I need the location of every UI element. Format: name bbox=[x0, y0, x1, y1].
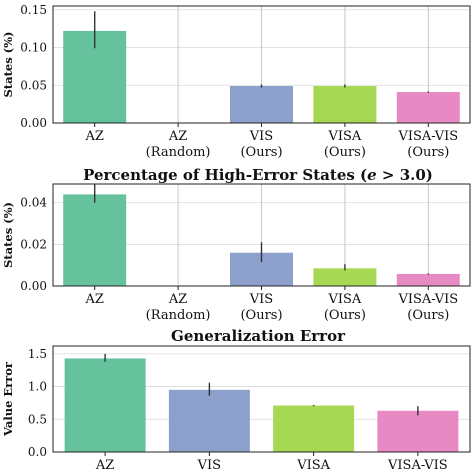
y-tick-label: 0.15 bbox=[20, 3, 47, 17]
bar-az bbox=[64, 358, 146, 452]
bar-visa-vis bbox=[396, 273, 460, 286]
y-tick-label: 0.05 bbox=[20, 78, 47, 92]
y-tick-label: 1.0 bbox=[28, 380, 47, 394]
x-tick-label: AZ bbox=[95, 458, 114, 473]
bar-az bbox=[63, 194, 127, 286]
axes-frame bbox=[52, 183, 471, 287]
y-axis-label: States (%) bbox=[1, 32, 15, 98]
x-tick-label: VISA bbox=[327, 292, 361, 307]
x-tick-label: (Ours) bbox=[240, 308, 282, 323]
x-tick-label: VISA-VIS bbox=[397, 292, 458, 307]
bar-vis bbox=[230, 86, 293, 123]
x-tick-label: VISA-VIS bbox=[387, 458, 448, 473]
y-tick-label: 0.02 bbox=[20, 237, 47, 251]
y-tick-label: 0.5 bbox=[28, 412, 47, 426]
x-tick-label: VIS bbox=[249, 129, 273, 144]
x-tick-label: AZ bbox=[84, 129, 103, 144]
bar-visa bbox=[313, 268, 377, 286]
x-tick-label: (Ours) bbox=[407, 145, 449, 160]
y-tick-label: 0.10 bbox=[20, 41, 47, 55]
bar-visa bbox=[273, 405, 355, 452]
bar-visa bbox=[313, 86, 377, 123]
x-tick-label: (Ours) bbox=[407, 308, 449, 323]
x-tick-label: VIS bbox=[249, 292, 273, 307]
x-tick-label: AZ bbox=[168, 129, 187, 144]
x-tick-label: (Ours) bbox=[240, 145, 282, 160]
y-axis-label: States (%) bbox=[1, 202, 15, 268]
y-tick-label: 1.5 bbox=[28, 347, 47, 361]
x-tick-label: VIS bbox=[197, 458, 221, 473]
bar-visa-vis bbox=[396, 92, 460, 123]
x-tick-label: (Ours) bbox=[324, 308, 366, 323]
axes-frame bbox=[52, 5, 471, 124]
x-tick-label: VISA-VIS bbox=[397, 129, 458, 144]
y-axis-label: Value Error bbox=[1, 361, 15, 437]
y-tick-label: 0.04 bbox=[20, 196, 47, 210]
generalization-panel: Generalization Error 0.0 0.5 1.0 1.5 AZ VIS VI… bbox=[1, 327, 471, 473]
states-panel-2: Percentage of High-Error States (e > 3.0… bbox=[1, 166, 471, 323]
bar-visa-vis bbox=[377, 410, 459, 452]
x-tick-label: (Random) bbox=[146, 145, 211, 160]
x-tick-label: VISA bbox=[296, 458, 330, 473]
x-tick-label: AZ bbox=[168, 292, 187, 307]
x-tick-label: AZ bbox=[84, 292, 103, 307]
y-tick-label: 0.00 bbox=[20, 116, 47, 130]
axes-frame bbox=[52, 345, 471, 453]
x-tick-label: (Random) bbox=[146, 308, 211, 323]
x-tick-label: VISA bbox=[327, 129, 361, 144]
bar-vis bbox=[168, 389, 250, 452]
panel-2-title: Percentage of High-Error States (e > 3.0… bbox=[83, 166, 433, 184]
y-tick-label: 0.0 bbox=[28, 445, 47, 459]
y-tick-label: 0.00 bbox=[20, 279, 47, 293]
panel-3-title: Generalization Error bbox=[171, 327, 346, 345]
x-tick-label: (Ours) bbox=[324, 145, 366, 160]
